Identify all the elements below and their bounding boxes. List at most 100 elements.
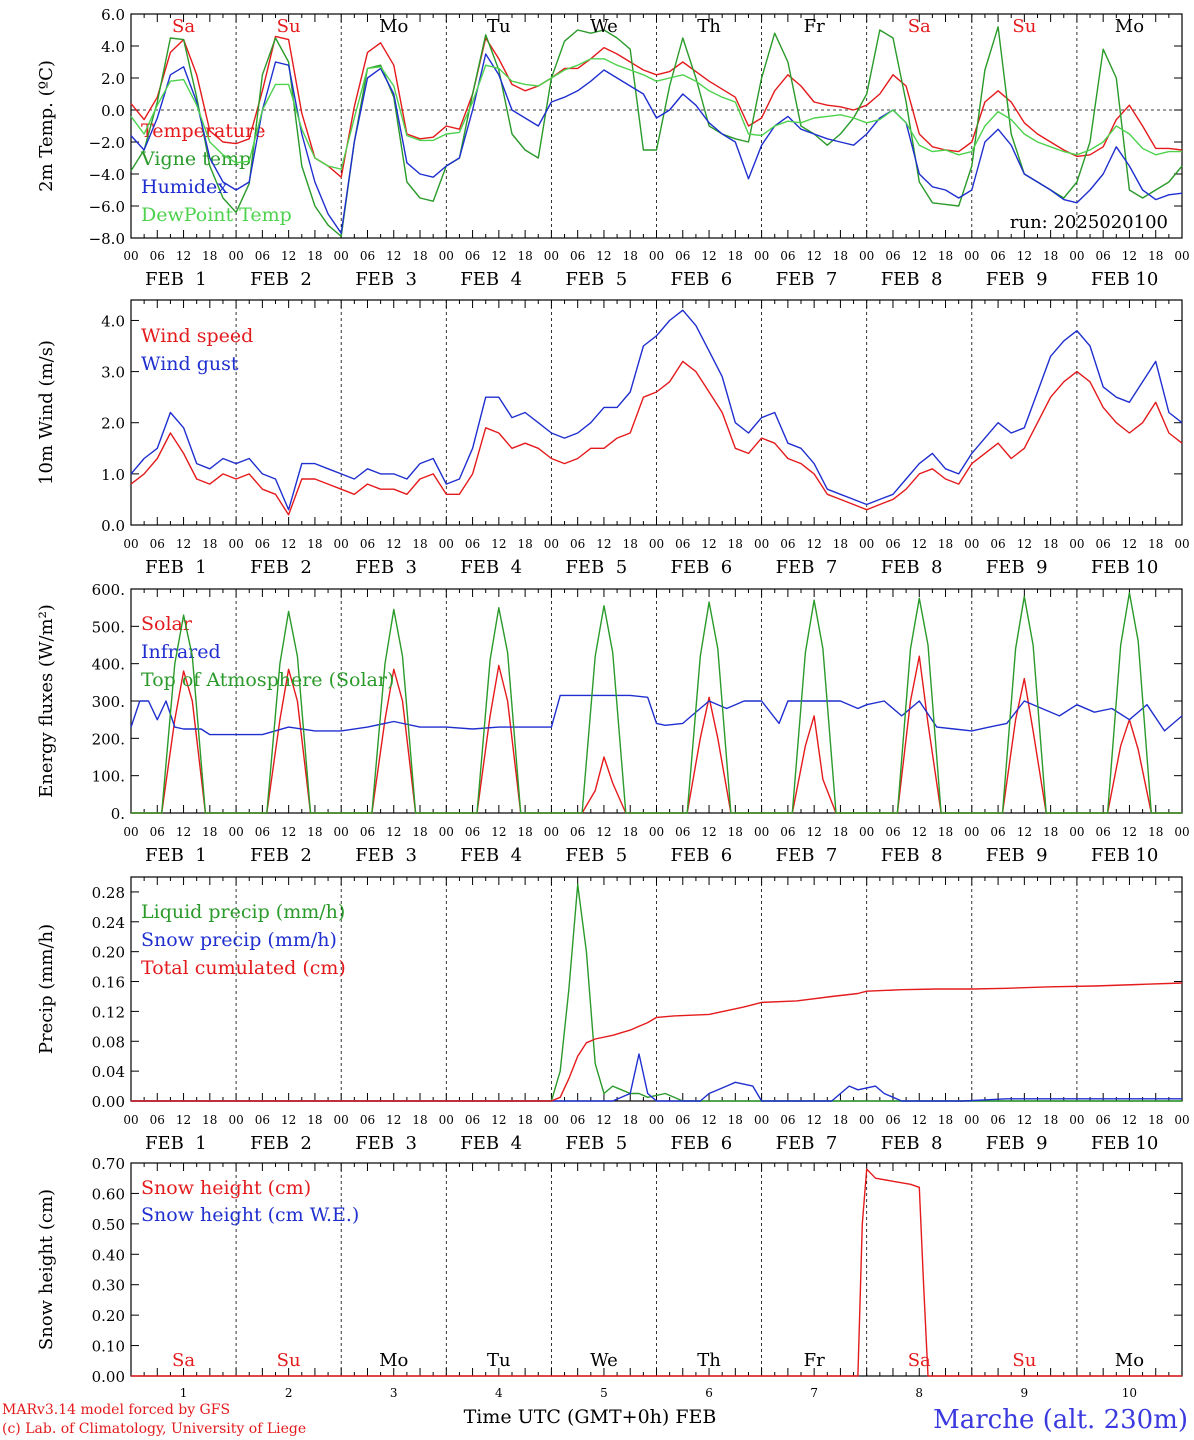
x-date-label: FEB 2 — [250, 269, 312, 290]
x-hour-label: 12 — [386, 249, 401, 263]
x-hour-label: 12 — [281, 1113, 296, 1127]
x-hour-label: 18 — [938, 825, 953, 839]
x-hour-label: 18 — [412, 249, 427, 263]
x-hour-label: 00 — [439, 249, 454, 263]
x-axis-title: Time UTC (GMT+0h) FEB — [464, 1406, 717, 1428]
x-hour-label: 00 — [439, 537, 454, 551]
x-hour-label: 00 — [123, 825, 138, 839]
day-number-label: 6 — [705, 1386, 713, 1400]
x-date-label: FEB 3 — [355, 557, 417, 578]
x-hour-label: 18 — [412, 1113, 427, 1127]
x-hour-label: 18 — [412, 537, 427, 551]
station-title: Marche (alt. 230m) — [933, 1405, 1188, 1435]
x-hour-label: 06 — [150, 537, 165, 551]
panel-4: 0.28 0.24 0.20 0.16 0.12 0.08 0.04 0.00 Precip (… — [36, 876, 1190, 1154]
x-hour-label: 12 — [1122, 249, 1137, 263]
panel-2: 4.0 3.0 2.0 1.0 0.0 10m Wind (m/s) Wind speed W… — [36, 299, 1190, 578]
x-hour-label: 18 — [307, 537, 322, 551]
y-tick-label: 0.70 — [92, 1155, 125, 1173]
x-hour-label: 06 — [885, 825, 900, 839]
y-axis-label: 2m Temp. (ºC) — [36, 60, 57, 192]
plot-frame — [130, 299, 1183, 526]
x-hour-label: 12 — [1017, 1113, 1032, 1127]
y-axis-label: Precip (mm/h) — [36, 924, 57, 1054]
panel-3: 600. 500. 400. 300. 200. 100. 0. Energy fluxes … — [36, 581, 1190, 866]
legend-entry: Infrared — [141, 641, 221, 663]
chart-panels: 6.0 4.0 2.0 0.0 −2.0 −4.0 −6.0 −8.0 2m Temp. (ºC… — [36, 6, 1190, 1400]
x-hour-label: 12 — [912, 249, 927, 263]
x-hour-label: 06 — [675, 825, 690, 839]
x-hour-label: 06 — [675, 1113, 690, 1127]
x-date-label: FEB 1 — [145, 845, 207, 866]
weekday-label: Su — [277, 1350, 301, 1371]
x-hour-label: 12 — [386, 825, 401, 839]
x-hour-label: 00 — [859, 1113, 874, 1127]
legend-entry: Liquid precip (mm/h) — [141, 901, 345, 923]
x-hour-label: 18 — [728, 1113, 743, 1127]
x-hour-label: 06 — [570, 825, 585, 839]
x-hour-label: 12 — [386, 1113, 401, 1127]
series-line-liquid-precip-mm-h- — [131, 883, 1182, 1102]
x-hour-label: 06 — [570, 1113, 585, 1127]
x-date-label: FEB 5 — [565, 269, 627, 290]
day-number-label: 5 — [600, 1386, 608, 1400]
x-date-label: FEB 4 — [460, 1133, 522, 1154]
x-date-label: FEB 4 — [460, 269, 522, 290]
x-hour-label: 12 — [281, 537, 296, 551]
y-tick-label: 500. — [92, 618, 125, 636]
x-hour-label: 12 — [1122, 537, 1137, 551]
x-hour-label: 12 — [491, 1113, 506, 1127]
x-hour-label: 06 — [255, 825, 270, 839]
weekday-label: We — [590, 1350, 618, 1371]
legend-entry: Snow precip (mm/h) — [141, 929, 337, 951]
y-axis-label: Snow height (cm) — [36, 1189, 57, 1350]
y-tick-label: 300. — [92, 693, 125, 711]
y-tick-label: 0.12 — [92, 1003, 125, 1021]
x-hour-label: 00 — [754, 1113, 769, 1127]
y-tick-label: 4.0 — [101, 312, 125, 330]
panel-1: 6.0 4.0 2.0 0.0 −2.0 −4.0 −6.0 −8.0 2m Temp. (ºC… — [36, 6, 1190, 290]
y-tick-label: 0.04 — [92, 1063, 125, 1081]
series-line-snow-precip-mm-h- — [131, 1053, 1182, 1102]
x-hour-label: 00 — [1069, 249, 1084, 263]
y-tick-label: 0.30 — [92, 1277, 125, 1295]
x-hour-label: 18 — [202, 1113, 217, 1127]
x-hour-label: 00 — [964, 249, 979, 263]
x-hour-label: 18 — [517, 537, 532, 551]
x-hour-label: 00 — [964, 537, 979, 551]
x-hour-label: 06 — [885, 1113, 900, 1127]
x-date-label: FEB 5 — [565, 1133, 627, 1154]
x-date-label: FEB 9 — [986, 269, 1048, 290]
x-hour-label: 06 — [360, 825, 375, 839]
day-number-label: 1 — [180, 1386, 188, 1400]
weekday-label: Fr — [804, 16, 825, 37]
x-date-label: FEB 7 — [776, 557, 838, 578]
legend-entry: Vigne temp — [140, 148, 251, 170]
x-date-label: FEB 6 — [671, 269, 733, 290]
x-hour-label: 12 — [807, 1113, 822, 1127]
x-hour-label: 06 — [360, 249, 375, 263]
y-tick-label: 0.0 — [101, 102, 125, 120]
x-date-label: FEB 10 — [1091, 1133, 1158, 1154]
weekday-label: We — [590, 16, 618, 37]
y-tick-label: −2.0 — [89, 134, 125, 152]
x-hour-label: 12 — [281, 249, 296, 263]
x-hour-label: 18 — [517, 249, 532, 263]
series-line-wind-gust — [130, 309, 1183, 511]
x-hour-label: 06 — [570, 249, 585, 263]
legend-entry: Wind gust — [141, 353, 239, 375]
x-date-label: FEB 9 — [986, 845, 1048, 866]
legend-entry: Top of Atmosphere (Solar) — [141, 669, 394, 691]
y-tick-label: 0.20 — [92, 1307, 125, 1325]
x-hour-label: 00 — [649, 1113, 664, 1127]
x-hour-label: 18 — [1043, 1113, 1058, 1127]
x-date-label: FEB 8 — [881, 269, 943, 290]
x-hour-label: 12 — [176, 537, 191, 551]
x-hour-label: 06 — [465, 537, 480, 551]
x-hour-label: 12 — [1017, 825, 1032, 839]
x-date-label: FEB 7 — [776, 845, 838, 866]
x-hour-label: 00 — [1174, 249, 1189, 263]
x-hour-label: 06 — [150, 1113, 165, 1127]
run-annotation: run: 2025020100 — [1010, 212, 1168, 233]
